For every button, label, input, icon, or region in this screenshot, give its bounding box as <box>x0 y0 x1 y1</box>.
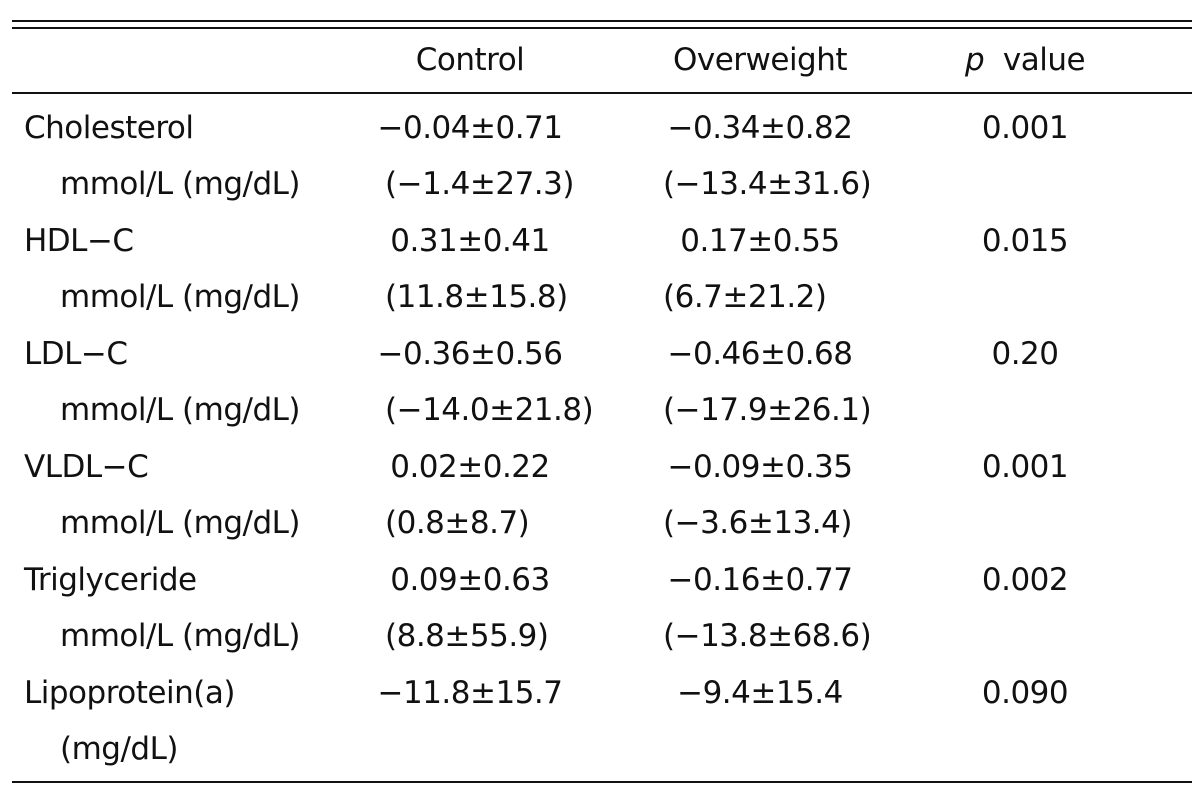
row-label: LDL−C <box>24 336 128 372</box>
row-unit: mmol/L (mg/dL) <box>60 279 301 315</box>
overweight-value: −0.09±0.35 <box>667 449 854 485</box>
header-overweight: Overweight <box>672 42 848 78</box>
control-value: −11.8±15.7 <box>377 675 564 711</box>
overweight-value: −0.46±0.68 <box>667 336 854 372</box>
control-mg-value: (−1.4±27.3) <box>385 166 574 202</box>
row-unit: mmol/L (mg/dL) <box>60 505 301 541</box>
overweight-mg-value: (−13.8±68.6) <box>663 618 872 654</box>
header-control: Control <box>415 42 525 78</box>
control-mg-value: (0.8±8.7) <box>385 505 530 541</box>
row-unit: mmol/L (mg/dL) <box>60 618 301 654</box>
header-p-value: p value <box>935 40 1115 80</box>
p-value: 0.001 <box>981 449 1069 485</box>
p-value: 0.090 <box>981 675 1069 711</box>
row-unit: (mg/dL) <box>60 731 178 767</box>
p-value: 0.015 <box>981 223 1069 259</box>
overweight-mg-value: (−3.6±13.4) <box>663 505 852 541</box>
row-label: Triglyceride <box>24 562 197 598</box>
header-p-text: value <box>1002 42 1086 78</box>
control-mg-value: (8.8±55.9) <box>385 618 549 654</box>
row-unit: mmol/L (mg/dL) <box>60 392 301 428</box>
overweight-mg-value: (−17.9±26.1) <box>663 392 872 428</box>
control-value: 0.31±0.41 <box>390 223 550 259</box>
control-value: 0.09±0.63 <box>390 562 550 598</box>
table-bottom-rule <box>12 781 1192 783</box>
row-label: HDL−C <box>24 223 134 259</box>
row-unit: mmol/L (mg/dL) <box>60 166 301 202</box>
overweight-value: −0.16±0.77 <box>667 562 854 598</box>
p-value: 0.20 <box>991 336 1059 372</box>
p-value: 0.002 <box>981 562 1069 598</box>
overweight-mg-value: (6.7±21.2) <box>663 279 827 315</box>
p-value: 0.001 <box>981 110 1069 146</box>
row-label: VLDL−C <box>24 449 149 485</box>
control-mg-value: (−14.0±21.8) <box>385 392 594 428</box>
overweight-value: −9.4±15.4 <box>677 675 843 711</box>
header-rule <box>12 92 1192 94</box>
table-top-rule-double <box>12 27 1192 29</box>
overweight-value: 0.17±0.55 <box>680 223 840 259</box>
control-value: 0.02±0.22 <box>390 449 550 485</box>
control-value: −0.36±0.56 <box>377 336 564 372</box>
overweight-value: −0.34±0.82 <box>667 110 854 146</box>
control-value: −0.04±0.71 <box>377 110 564 146</box>
header-p-symbol: p <box>964 42 985 78</box>
row-label: Cholesterol <box>24 110 194 146</box>
table-top-rule <box>12 20 1192 22</box>
row-label: Lipoprotein(a) <box>24 675 235 711</box>
control-mg-value: (11.8±15.8) <box>385 279 568 315</box>
overweight-mg-value: (−13.4±31.6) <box>663 166 872 202</box>
